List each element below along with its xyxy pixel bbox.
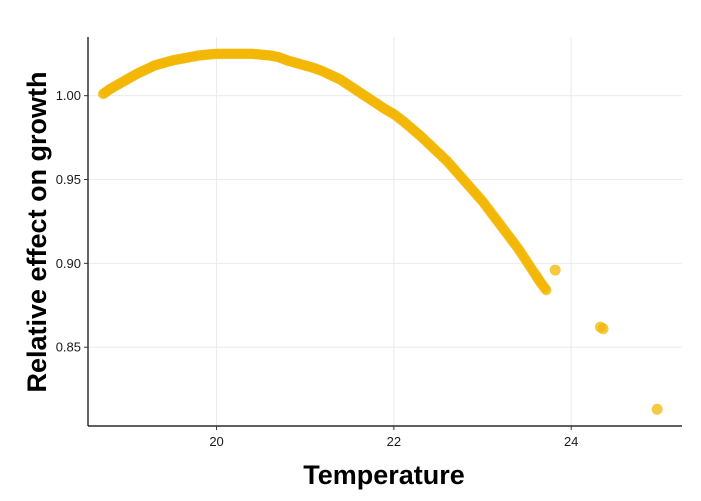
x-tick-label: 22 (387, 434, 401, 449)
y-tick-label: 0.90 (56, 256, 81, 271)
x-axis-ticks: 20 22 24 (209, 426, 578, 449)
plot-background (88, 37, 682, 426)
data-points (97, 48, 663, 415)
y-axis-ticks: 0.85 0.90 0.95 1.00 (56, 88, 88, 355)
x-tick-label: 24 (564, 434, 578, 449)
y-tick-label: 0.95 (56, 172, 81, 187)
x-tick-label: 20 (209, 434, 223, 449)
y-axis-title: Relative effect on growth (22, 71, 52, 392)
outlier-point (597, 323, 609, 335)
x-axis-title: Temperature (303, 460, 465, 490)
y-tick-label: 0.85 (56, 340, 81, 355)
outlier-point (651, 403, 663, 415)
y-tick-label: 1.00 (56, 88, 81, 103)
grid-lines (88, 37, 682, 426)
outlier-point (549, 264, 561, 276)
data-point (541, 284, 552, 296)
